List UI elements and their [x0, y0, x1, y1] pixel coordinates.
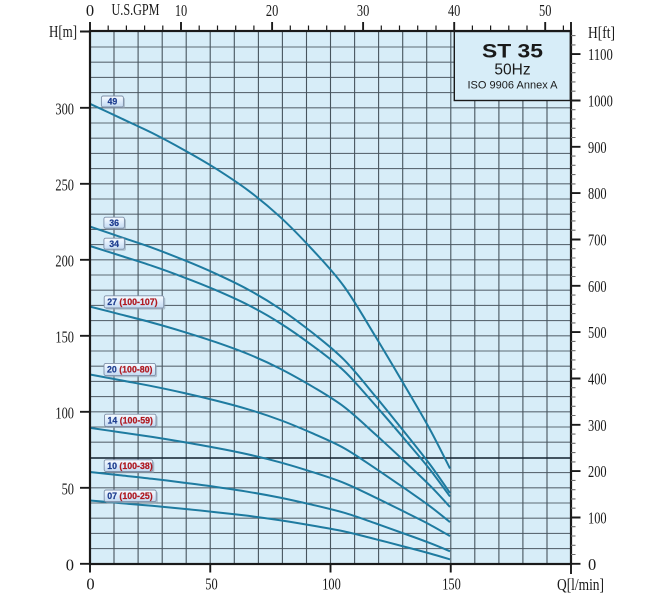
svg-text:U.S.GPM: U.S.GPM — [112, 0, 160, 19]
svg-text:400: 400 — [588, 369, 607, 388]
svg-text:900: 900 — [588, 138, 607, 157]
svg-text:500: 500 — [588, 323, 607, 342]
svg-text:50: 50 — [205, 575, 217, 594]
svg-text:250: 250 — [55, 176, 74, 195]
svg-text:1000: 1000 — [588, 91, 613, 110]
svg-text:300: 300 — [55, 100, 74, 119]
svg-text:200: 200 — [588, 462, 607, 481]
svg-text:1100: 1100 — [588, 45, 613, 64]
svg-text:600: 600 — [588, 277, 607, 296]
svg-text:30: 30 — [357, 1, 369, 20]
svg-text:0: 0 — [86, 1, 94, 20]
svg-text:40: 40 — [448, 1, 460, 20]
svg-text:50Hz: 50Hz — [494, 62, 530, 79]
svg-text:100: 100 — [588, 508, 607, 527]
svg-text:14 (100-59): 14 (100-59) — [108, 416, 154, 426]
svg-text:0: 0 — [86, 575, 94, 594]
svg-text:150: 150 — [55, 328, 74, 347]
svg-text:50: 50 — [62, 480, 74, 499]
svg-text:20 (100-80): 20 (100-80) — [107, 365, 153, 375]
svg-text:H[ft]: H[ft] — [588, 23, 615, 42]
svg-text:800: 800 — [588, 184, 607, 203]
svg-text:50: 50 — [539, 1, 551, 20]
svg-text:20: 20 — [266, 1, 278, 20]
svg-text:ST 35: ST 35 — [482, 42, 544, 63]
svg-text:ISO 9906 Annex A: ISO 9906 Annex A — [468, 80, 559, 92]
svg-text:10 (100-38): 10 (100-38) — [107, 461, 153, 471]
svg-text:700: 700 — [588, 230, 607, 249]
svg-text:07 (100-25): 07 (100-25) — [107, 491, 153, 501]
svg-text:100: 100 — [55, 404, 74, 423]
svg-text:10: 10 — [175, 1, 187, 20]
svg-text:150: 150 — [442, 575, 461, 594]
svg-text:49: 49 — [108, 97, 118, 107]
svg-text:100: 100 — [322, 575, 341, 594]
svg-text:0: 0 — [588, 555, 596, 574]
svg-text:Q[l/min]: Q[l/min] — [557, 575, 604, 594]
svg-text:0: 0 — [66, 556, 74, 575]
svg-text:27 (100-107): 27 (100-107) — [107, 297, 157, 307]
svg-text:300: 300 — [588, 416, 607, 435]
svg-text:H[m]: H[m] — [49, 22, 77, 41]
svg-text:36: 36 — [109, 218, 119, 228]
svg-text:200: 200 — [55, 252, 74, 271]
svg-text:34: 34 — [109, 239, 119, 249]
